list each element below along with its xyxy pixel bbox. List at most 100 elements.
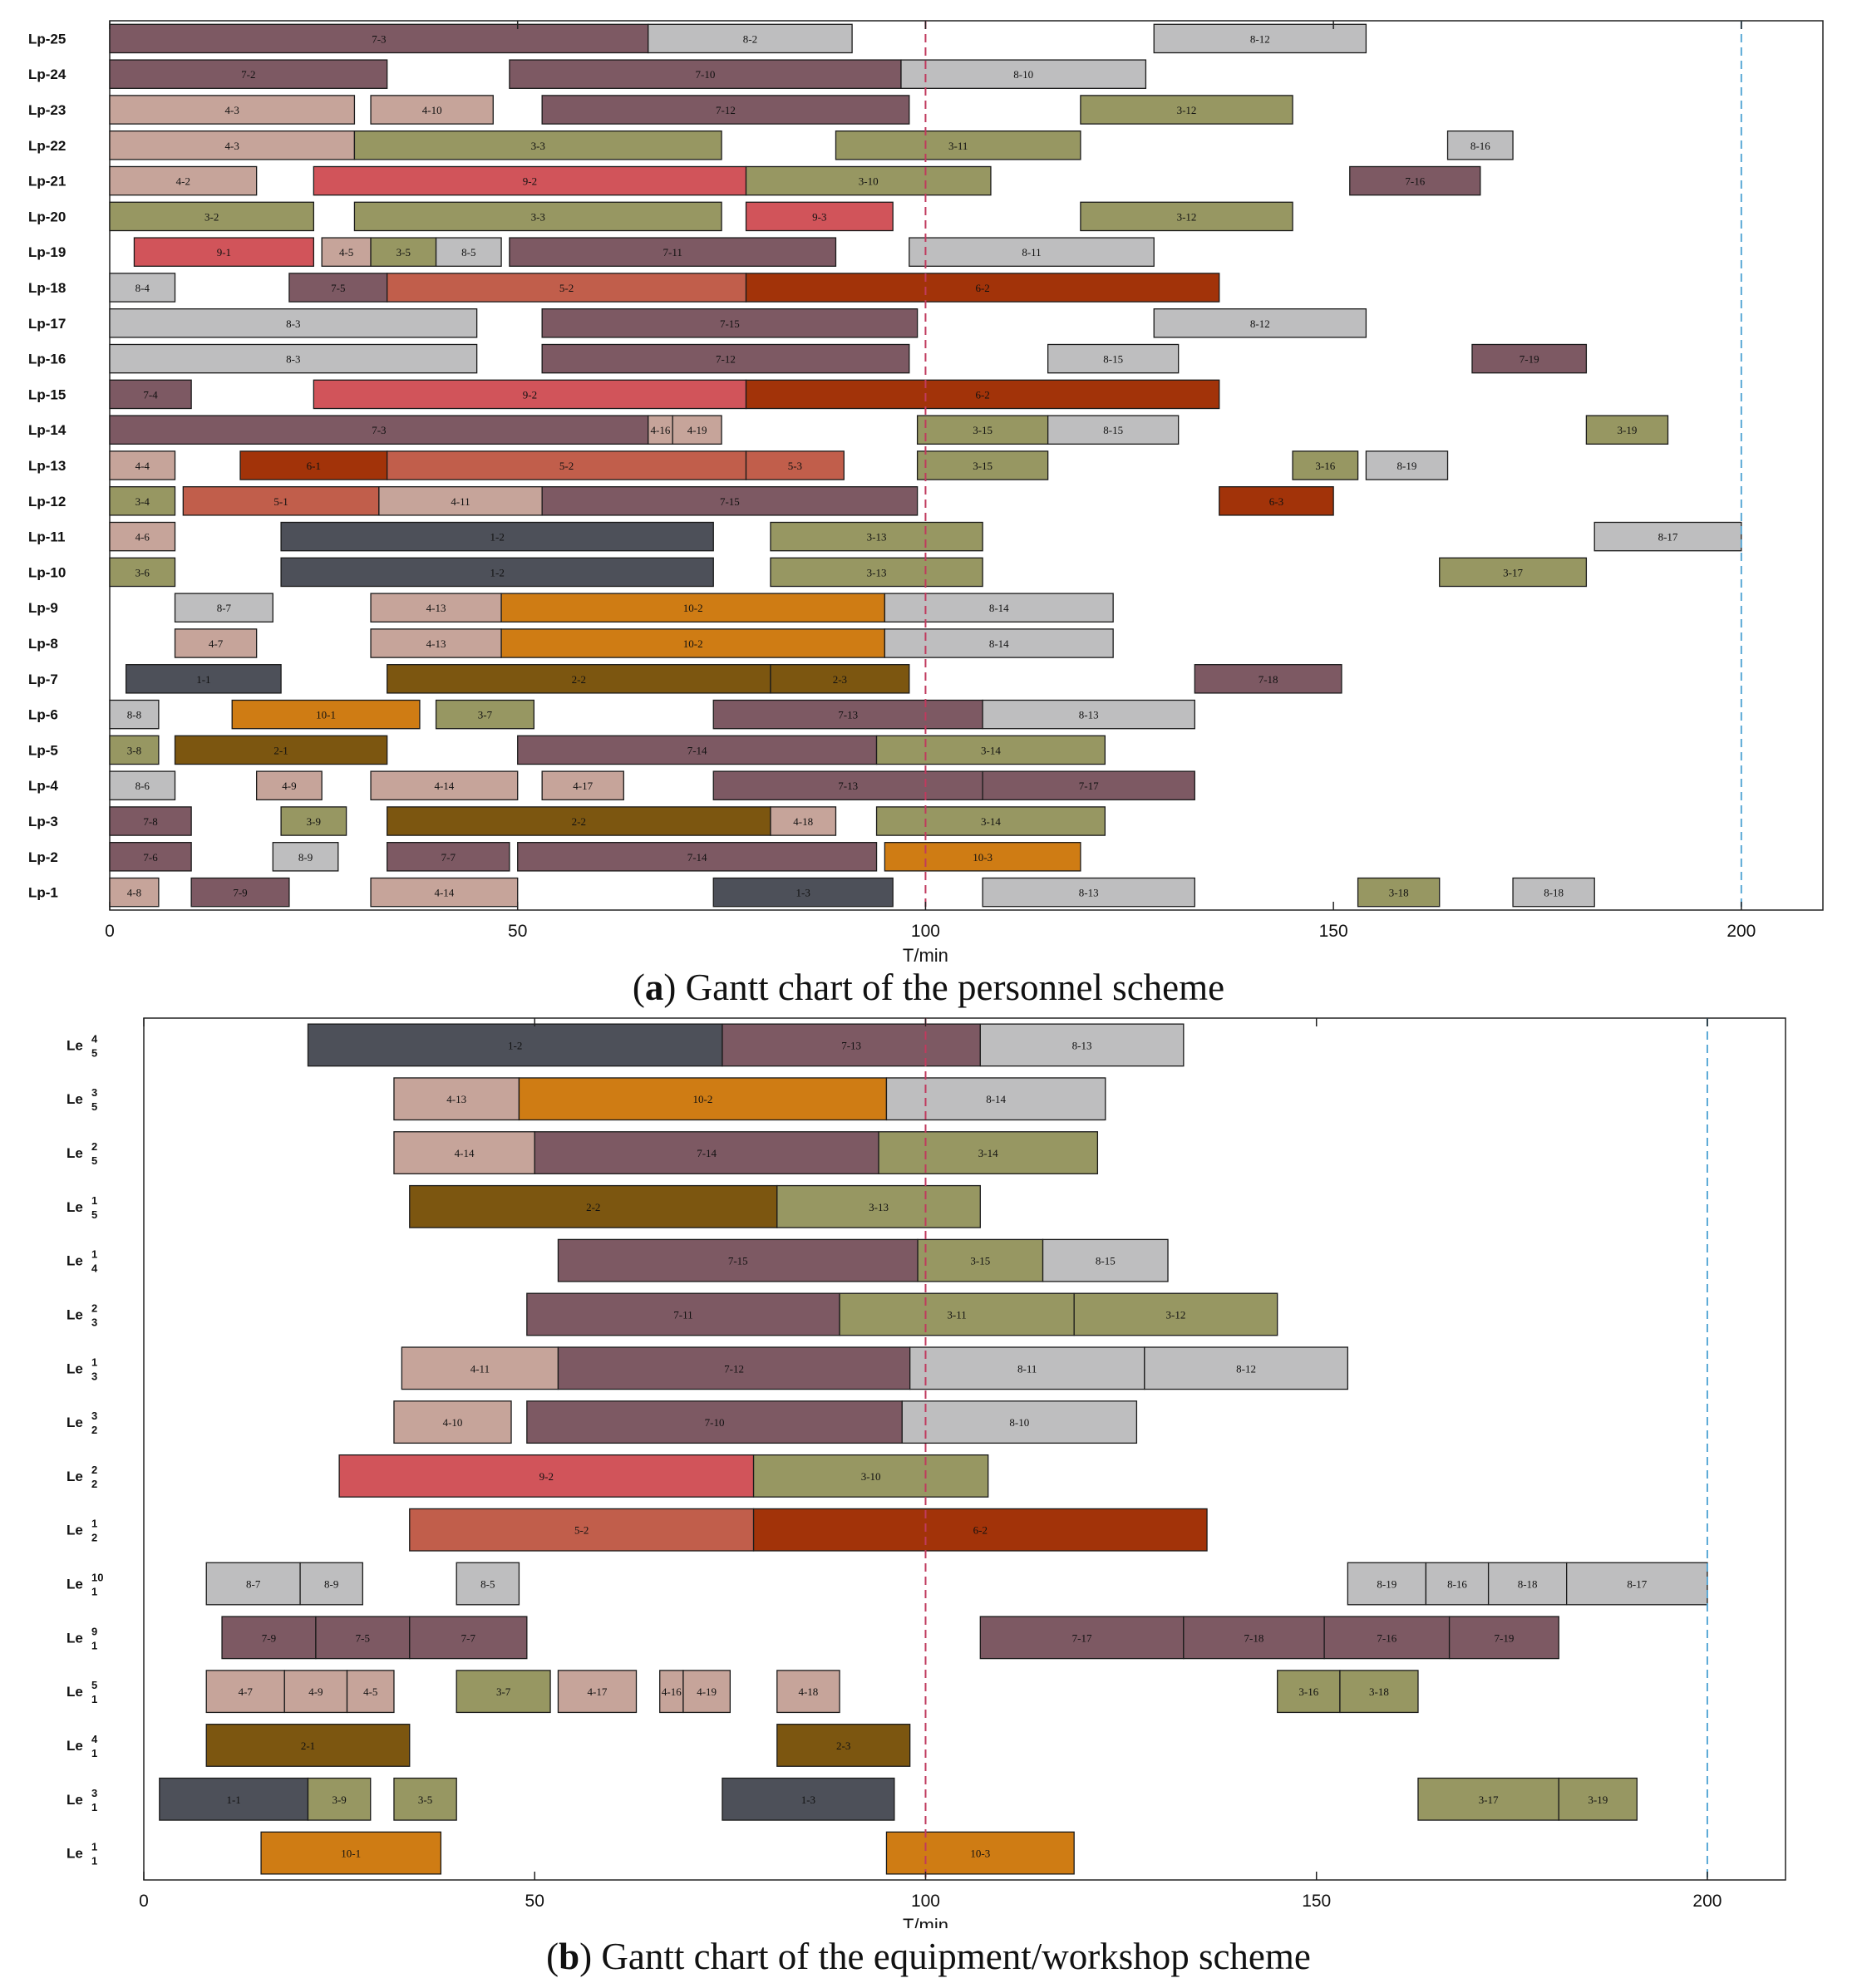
task-label: 3-9: [332, 1794, 346, 1806]
row-label: Lp-6: [28, 707, 58, 723]
task-bar: [387, 664, 771, 694]
caption-text: Gantt chart of the equipment/workshop sc…: [592, 1936, 1311, 1977]
task-bar: [338, 1454, 755, 1498]
task-label: 3-14: [981, 744, 1001, 756]
row-label: Lp-18: [28, 280, 66, 296]
x-tick-label: 150: [1319, 922, 1348, 941]
row-label: Lp-7: [28, 672, 58, 687]
task-bar: [109, 59, 388, 89]
task-label: 7-4: [143, 388, 158, 401]
task-bar: [1153, 23, 1367, 54]
task-bar: [205, 1562, 301, 1606]
task-bar: [875, 806, 1106, 836]
task-bar: [133, 237, 315, 267]
row-label: Lp-5: [28, 742, 58, 758]
task-bar: [272, 842, 339, 872]
gantt-row: Le 3 2 4-10 7-10 8-10: [66, 1400, 1138, 1444]
task-label: 8-19: [1397, 460, 1417, 472]
x-tick-label: 200: [1692, 1892, 1722, 1911]
task-bar: [1080, 201, 1293, 232]
row-label-sub: 1: [91, 1747, 97, 1759]
task-label: 4-11: [451, 495, 470, 508]
row-label: Lp-16: [28, 352, 66, 367]
task-bar: [109, 165, 258, 196]
row-label-sup: 1: [91, 1518, 97, 1530]
task-bar: [409, 1508, 755, 1552]
row-label: Lp-14: [28, 422, 66, 438]
row-label: Lp-20: [28, 209, 66, 224]
task-bar: [409, 1184, 778, 1228]
task-label: 4-2: [176, 175, 190, 188]
row-label: Lp-1: [28, 885, 58, 901]
row-label: Lp-10: [28, 564, 66, 580]
x-tick-label: 50: [525, 1892, 544, 1911]
task-bar: [205, 1670, 285, 1714]
gantt-row: Lp-18 8-4 7-5 5-2 6-2: [28, 273, 1220, 303]
task-label: 8-5: [480, 1578, 495, 1591]
task-label: 7-15: [728, 1255, 748, 1267]
task-bar: [456, 1670, 551, 1714]
gantt-row: Le 3 1 1-1 3-9 3-5 1-3 3-17 3-19: [66, 1777, 1638, 1821]
gantt-row: Lp-21 4-2 9-2 3-10 7-16: [28, 165, 1481, 196]
gantt-row: Lp-4 8-6 4-9 4-14 4-17 7-13 7-17: [28, 770, 1195, 800]
task-bar: [752, 1508, 1208, 1552]
row-label-sub: 2: [91, 1478, 97, 1490]
task-label: 7-13: [838, 709, 858, 721]
task-label: 8-11: [1022, 246, 1041, 258]
caption-text: Gantt chart of the personnel scheme: [676, 967, 1225, 1008]
task-bar: [109, 273, 176, 303]
task-label: 7-13: [838, 780, 858, 792]
task-bar: [1047, 343, 1180, 374]
task-bar: [648, 23, 853, 54]
task-label: 1-1: [226, 1794, 240, 1806]
task-label: 2-3: [836, 1740, 850, 1752]
task-bar: [1144, 1346, 1348, 1390]
row-label-base: Le: [66, 1253, 83, 1269]
task-bar: [979, 1616, 1185, 1660]
task-bar: [745, 273, 1220, 303]
task-bar: [1446, 130, 1514, 160]
task-bar: [1365, 450, 1449, 480]
task-bar: [387, 273, 747, 303]
row-label: Lp-11: [28, 529, 65, 545]
task-label: 8-7: [217, 602, 232, 614]
task-label: 9-1: [217, 246, 231, 258]
task-bar: [770, 664, 910, 694]
task-label: 8-14: [989, 637, 1009, 650]
task-label: 4-16: [651, 424, 671, 436]
task-bar: [378, 486, 543, 516]
task-bar: [884, 842, 1081, 872]
task-label: 4-13: [446, 1093, 466, 1105]
task-label: 8-10: [1013, 68, 1033, 81]
gantt-row: Le 4 1 2-1 2-3: [66, 1724, 911, 1767]
task-bar: [321, 237, 372, 267]
task-label: 7-7: [461, 1631, 476, 1644]
task-label: 8-6: [135, 780, 150, 792]
row-label-sup: 2: [91, 1464, 97, 1476]
row-label-base: Le: [66, 1523, 83, 1538]
gantt-row: Le 1 3 4-11 7-12 8-11 8-12: [66, 1346, 1348, 1390]
row-label: Lp-2: [28, 849, 58, 865]
row-label: Lp-3: [28, 814, 58, 829]
task-label: 4-18: [793, 815, 813, 828]
task-bar: [231, 699, 421, 730]
x-tick-label: 100: [911, 922, 940, 941]
gantt-row: Le 5 1 4-7 4-9 4-5 3-7 4-17 4-16 4-19 4-18 3-16 3-18: [66, 1670, 1419, 1714]
task-label: 3-13: [867, 531, 887, 544]
task-bar: [982, 699, 1195, 730]
task-label: 4-6: [135, 531, 150, 544]
task-bar: [109, 557, 176, 588]
task-bar: [722, 1023, 981, 1067]
gantt-row: Lp-22 4-3 3-3 3-11 8-16: [28, 130, 1514, 160]
task-bar: [260, 1831, 442, 1875]
row-label: Lp-25: [28, 31, 66, 47]
task-label: 3-2: [204, 210, 219, 223]
task-bar: [557, 1346, 911, 1390]
task-bar: [109, 806, 192, 836]
task-bar: [1080, 95, 1293, 125]
caption-letter: a: [644, 967, 664, 1008]
task-label: 2-2: [572, 673, 586, 686]
task-bar: [770, 521, 983, 552]
task-bar: [283, 1670, 348, 1714]
task-bar: [370, 237, 437, 267]
